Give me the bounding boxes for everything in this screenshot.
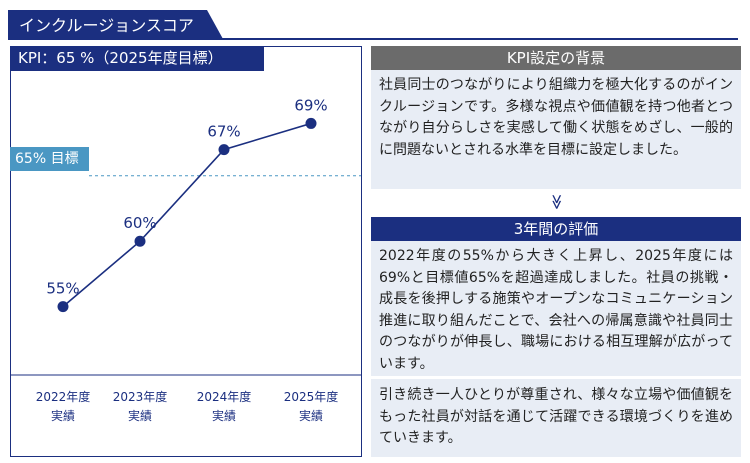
series-line [62, 122, 312, 308]
evaluation-section-text: 2022年度の55%から大きく上昇し、2025年度には69%と目標値65%を超過… [371, 241, 741, 376]
x-tick-label-2-0: 2024年度 [197, 389, 252, 404]
data-point-1 [134, 235, 146, 247]
data-label-1: 60% [123, 214, 156, 232]
target-tag: 65% 目標 [10, 147, 89, 171]
data-point-2 [218, 144, 230, 156]
evaluation-section-outlook: 引き続き一人ひとりが尊重され、様々な立場や価値観をもった社員が対話を通じて活躍で… [371, 379, 741, 457]
data-label-3: 69% [294, 96, 327, 114]
x-tick-label-2-1: 実績 [212, 408, 236, 423]
chevron-down-icon: ≫ [548, 194, 566, 210]
page-title: インクルージョンスコア [19, 16, 194, 35]
data-point-0 [57, 301, 69, 313]
x-tick-label-0-1: 実績 [51, 408, 75, 423]
kpi-label: KPI：65 %（2025年度目標） [10, 46, 264, 71]
x-tick-label-0-0: 2022年度 [36, 389, 91, 404]
data-label-0: 55% [46, 280, 79, 298]
x-tick-label-3-1: 実績 [299, 408, 323, 423]
background-section-text: 社員同士のつながりにより組織力を極大化するのがインクルージョンです。多様な視点や… [371, 70, 741, 189]
data-label-2: 67% [207, 123, 240, 141]
x-tick-label-1-0: 2023年度 [113, 389, 168, 404]
header-tab [8, 10, 223, 39]
x-tick-label-3-0: 2025年度 [284, 389, 339, 404]
data-point-3 [305, 117, 317, 129]
header-rule [8, 38, 738, 40]
background-section-title: KPI設定の背景 [371, 46, 741, 70]
x-tick-label-1-1: 実績 [128, 408, 152, 423]
chart-panel [10, 46, 362, 457]
kpi-line-chart: 55%60%67%69%2022年度実績2023年度実績2024年度実績2025… [11, 96, 361, 423]
evaluation-section-title: 3年間の評価 [371, 217, 741, 241]
